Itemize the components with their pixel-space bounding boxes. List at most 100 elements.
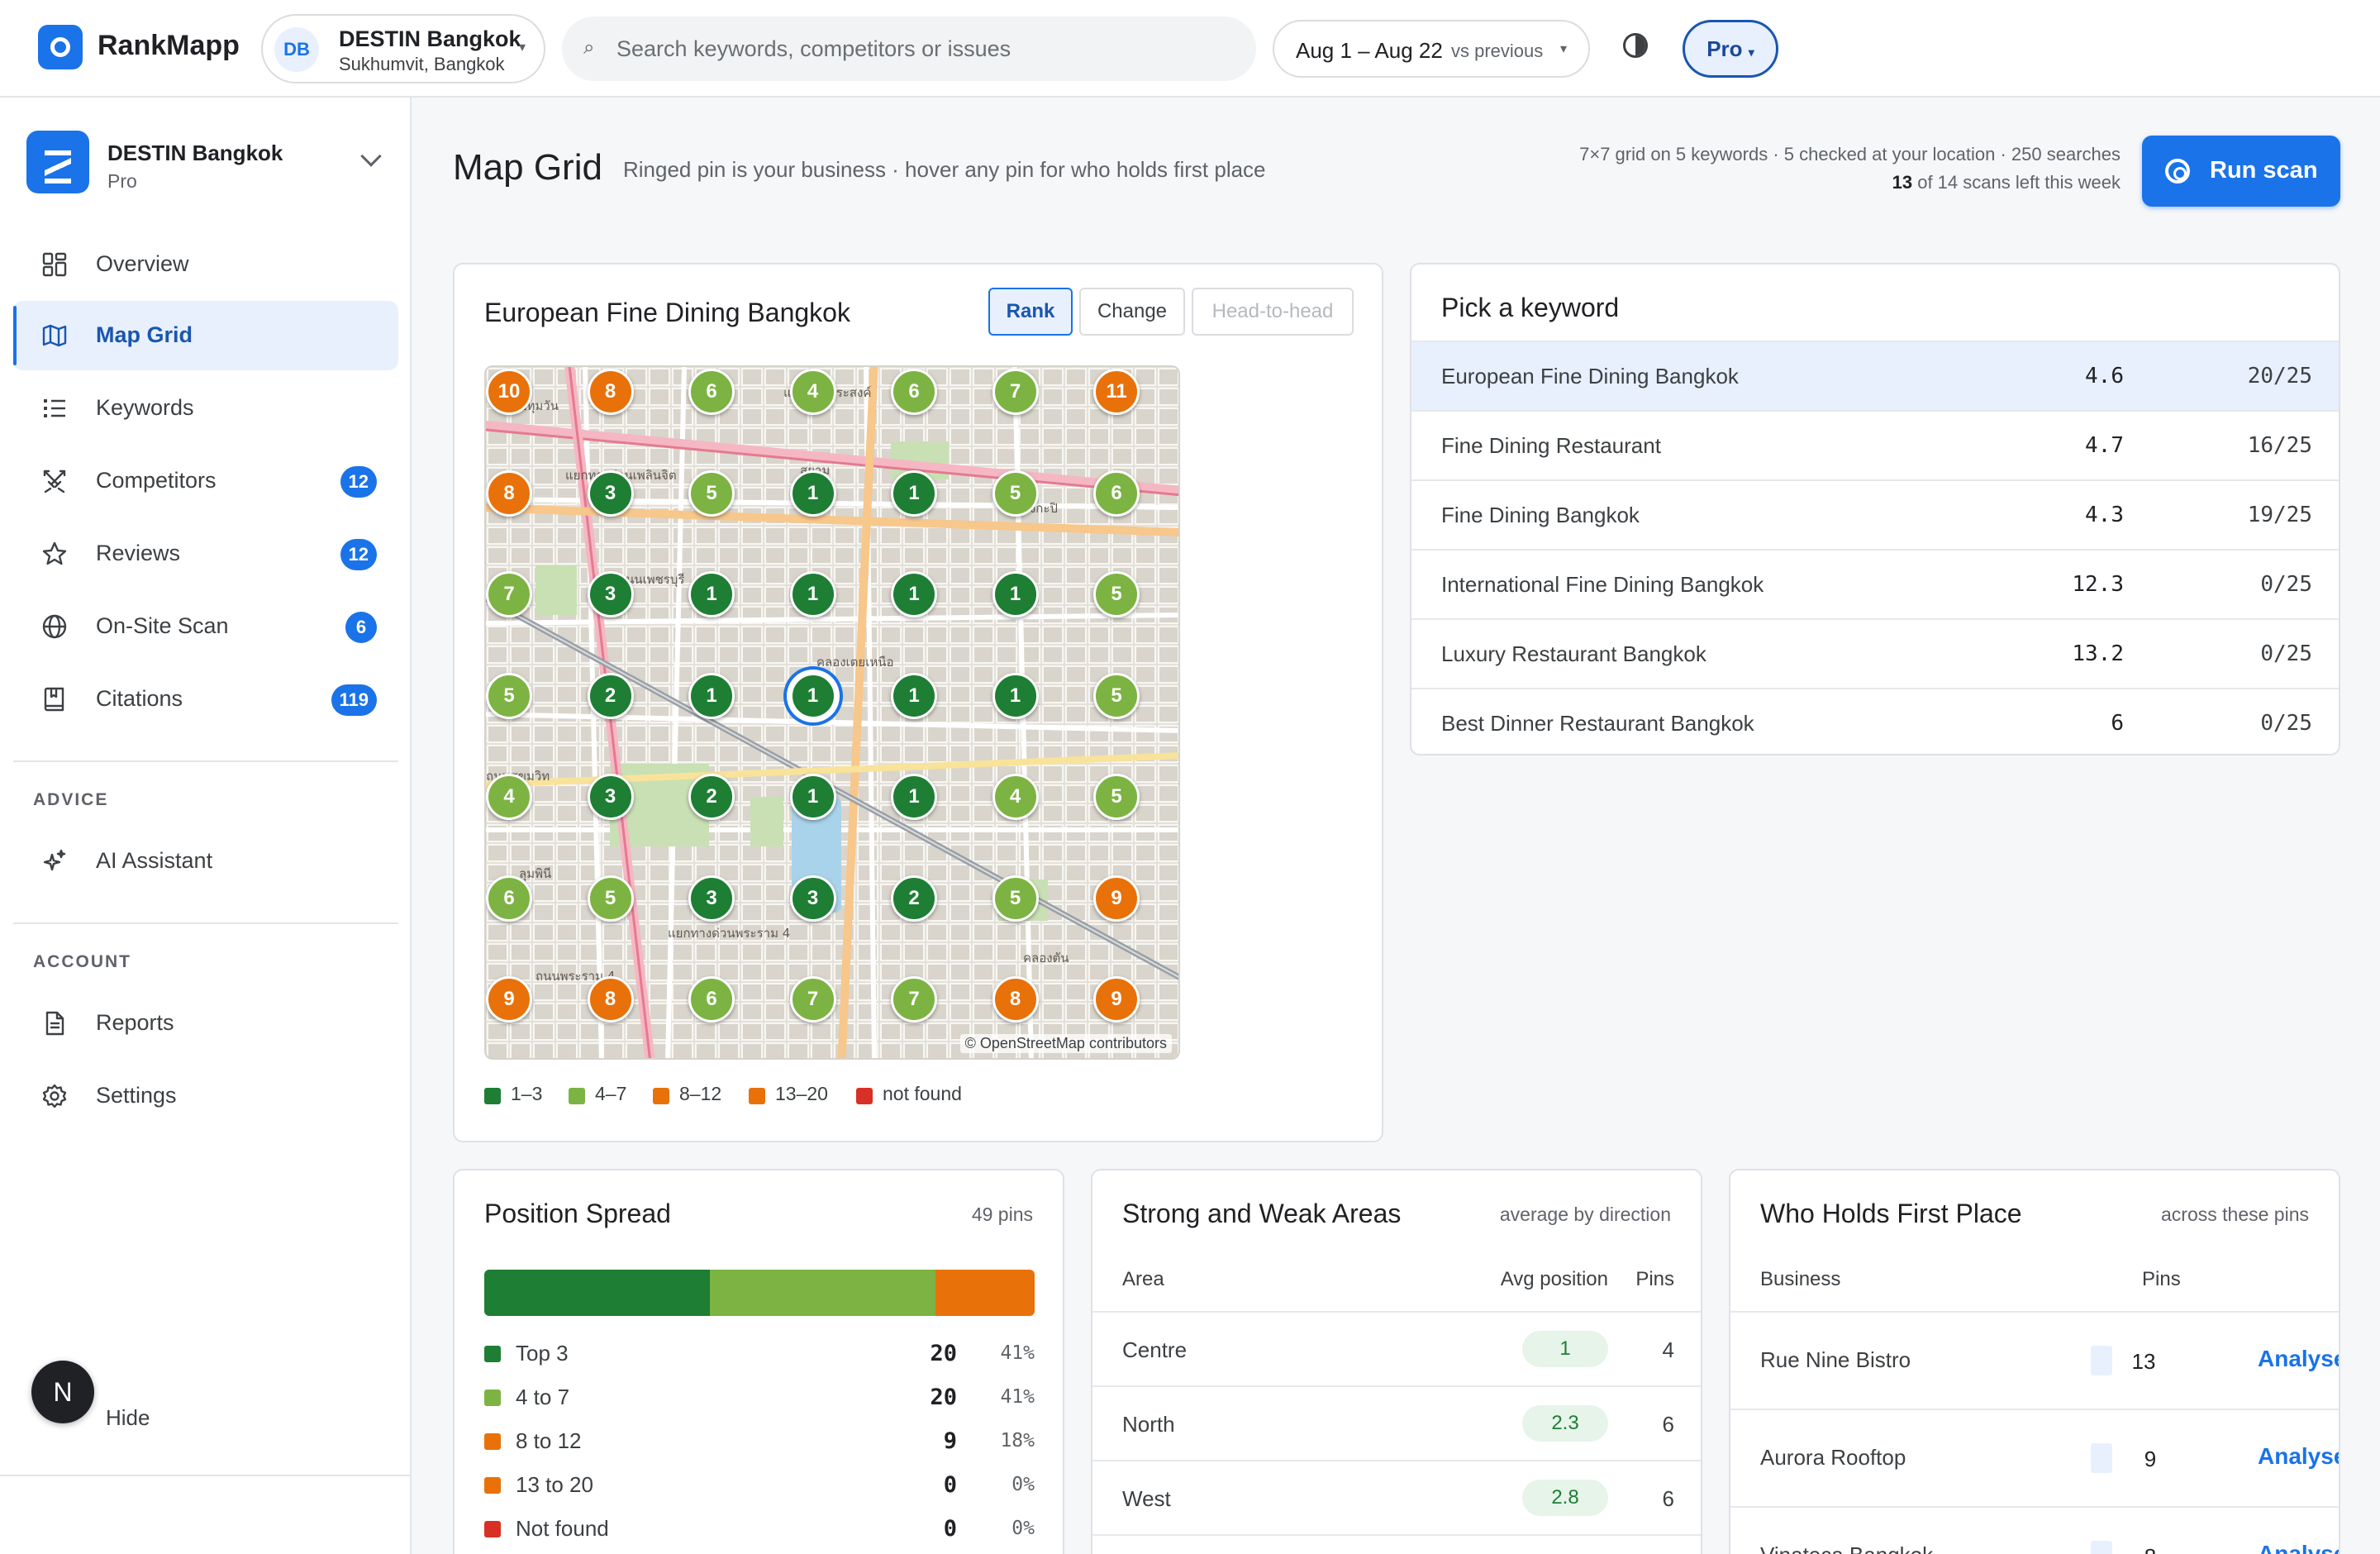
date-range-picker[interactable]: Aug 1 – Aug 22 vs previous ▾: [1273, 20, 1590, 78]
assistant-avatar-button[interactable]: N: [31, 1361, 94, 1423]
rank-pin[interactable]: 2: [587, 672, 634, 719]
mode-head-to-head-button[interactable]: Head-to-head: [1192, 288, 1354, 336]
rank-pin[interactable]: 8: [587, 976, 634, 1022]
rank-pin[interactable]: 7: [486, 571, 532, 617]
area-name: North: [1122, 1412, 1175, 1437]
legend-label: 1–3: [511, 1083, 543, 1104]
rank-pin[interactable]: 2: [891, 875, 937, 922]
rank-pin[interactable]: 5: [587, 875, 634, 922]
rank-pin[interactable]: 7: [992, 369, 1039, 415]
business-switcher[interactable]: DB DESTIN Bangkok Sukhumvit, Bangkok ▾: [261, 14, 545, 83]
rank-pin[interactable]: 1: [789, 571, 836, 617]
rank-pin[interactable]: 3: [789, 875, 836, 922]
rank-pin[interactable]: 1: [891, 571, 937, 617]
sidebar-item-reports[interactable]: Reports: [13, 989, 398, 1058]
keyword-row[interactable]: Fine Dining Restaurant 4.7 16/25: [1411, 410, 2339, 479]
app-logo-icon[interactable]: [38, 25, 83, 69]
rank-pin[interactable]: 9: [1093, 875, 1140, 922]
star-icon: [42, 541, 67, 565]
rank-pin[interactable]: 1: [688, 571, 735, 617]
rank-pin[interactable]: 6: [688, 369, 735, 415]
keyword-row[interactable]: International Fine Dining Bangkok 12.3 0…: [1411, 549, 2339, 618]
sidebar-business-card[interactable]: DESTIN Bangkok Pro: [25, 131, 388, 198]
rank-pin[interactable]: 5: [992, 875, 1039, 922]
rank-pin[interactable]: 11: [1093, 369, 1140, 415]
keyword-row[interactable]: Best Dinner Restaurant Bangkok 6 0/25: [1411, 688, 2339, 754]
rank-pin[interactable]: 3: [587, 470, 634, 517]
rank-pin[interactable]: 5: [1093, 571, 1140, 617]
mode-change-button[interactable]: Change: [1079, 288, 1185, 336]
search-bar[interactable]: ⌕: [562, 17, 1256, 81]
spread-count: 0: [943, 1472, 957, 1498]
rank-pin[interactable]: 3: [587, 571, 634, 617]
rank-pin[interactable]: 9: [1093, 976, 1140, 1022]
rank-pin[interactable]: 3: [688, 875, 735, 922]
analyse-link[interactable]: Analyse: [2258, 1346, 2340, 1371]
business-location: Sukhumvit, Bangkok: [339, 54, 505, 74]
rank-pin[interactable]: 1: [992, 571, 1039, 617]
your-business-pin[interactable]: 1: [789, 672, 836, 719]
rank-pin[interactable]: 8: [587, 369, 634, 415]
table-row: West 2.8 6: [1092, 1460, 1701, 1534]
rank-pin[interactable]: 4: [992, 774, 1039, 820]
rank-pin[interactable]: 5: [486, 672, 532, 719]
rank-pin[interactable]: 1: [891, 470, 937, 517]
rank-pin[interactable]: 2: [688, 774, 735, 820]
rank-pin[interactable]: 1: [891, 774, 937, 820]
sidebar-item-map-grid[interactable]: Map Grid: [13, 301, 398, 370]
theme-toggle-icon[interactable]: [1623, 33, 1648, 58]
rank-pin[interactable]: 6: [891, 369, 937, 415]
rank-pin[interactable]: 7: [891, 976, 937, 1022]
keyword-row[interactable]: Fine Dining Bangkok 4.3 19/25: [1411, 479, 2339, 549]
sidebar-item-label: Settings: [96, 1083, 177, 1108]
sidebar-item-competitors[interactable]: Competitors 12: [13, 446, 398, 516]
sidebar-item-label: AI Assistant: [96, 848, 213, 873]
mode-rank-button[interactable]: Rank: [988, 288, 1073, 336]
rank-pin[interactable]: 1: [891, 672, 937, 719]
run-scan-button[interactable]: Run scan: [2142, 136, 2340, 207]
analyse-link[interactable]: Analyse: [2258, 1541, 2340, 1554]
sidebar-item-keywords[interactable]: Keywords: [13, 374, 398, 443]
analyse-link[interactable]: Analyse: [2258, 1443, 2340, 1469]
rank-pin[interactable]: 6: [688, 976, 735, 1022]
keyword-row[interactable]: Luxury Restaurant Bangkok 13.2 0/25: [1411, 618, 2339, 688]
rank-pin[interactable]: 4: [486, 774, 532, 820]
rank-pin[interactable]: 6: [1093, 470, 1140, 517]
table-row: North 2.3 6: [1092, 1385, 1701, 1460]
plan-badge[interactable]: Pro ▾: [1683, 20, 1778, 78]
business-logo-icon: [26, 131, 89, 193]
sidebar-item-citations[interactable]: Citations 119: [13, 665, 398, 734]
rank-pin[interactable]: 4: [789, 369, 836, 415]
sidebar-item-overview[interactable]: Overview: [13, 230, 398, 299]
rank-pin[interactable]: 8: [486, 470, 532, 517]
rank-pin[interactable]: 9: [486, 976, 532, 1022]
scan-summary: 7×7 grid on 5 keywords · 5 checked at yo…: [1579, 144, 2121, 164]
hide-sidebar-button[interactable]: Hide: [106, 1405, 150, 1430]
rank-pin[interactable]: 7: [789, 976, 836, 1022]
spread-swatch: [484, 1390, 501, 1406]
search-input[interactable]: [616, 28, 1228, 69]
rank-pin[interactable]: 8: [992, 976, 1039, 1022]
rank-pin[interactable]: 5: [1093, 672, 1140, 719]
rank-pin[interactable]: 5: [688, 470, 735, 517]
sidebar-item-settings[interactable]: Settings: [13, 1061, 398, 1131]
rank-pin[interactable]: 1: [789, 774, 836, 820]
sidebar-item-reviews[interactable]: Reviews 12: [13, 519, 398, 589]
date-range-label: Aug 1 – Aug 22: [1296, 38, 1443, 63]
rank-pin[interactable]: 10: [486, 369, 532, 415]
rank-map[interactable]: ปทุมวัน แยกราชประสงค์ สยาม แยกทางด่วนเพล…: [484, 365, 1180, 1060]
sidebar-item-on-site-scan[interactable]: On-Site Scan 6: [13, 592, 398, 661]
rank-pin[interactable]: 5: [992, 470, 1039, 517]
rank-pin[interactable]: 3: [587, 774, 634, 820]
keyword-row[interactable]: European Fine Dining Bangkok 4.6 20/25: [1411, 341, 2339, 410]
rank-pin[interactable]: 1: [992, 672, 1039, 719]
spread-bar-segment: [710, 1270, 936, 1316]
legend-swatch: [653, 1088, 669, 1104]
sidebar-item-ai-assistant[interactable]: AI Assistant: [13, 827, 398, 896]
rank-pin[interactable]: 1: [688, 672, 735, 719]
rank-pin[interactable]: 1: [789, 470, 836, 517]
rank-pin[interactable]: 6: [486, 875, 532, 922]
plan-badge-label: Pro: [1706, 36, 1743, 61]
rank-pin[interactable]: 5: [1093, 774, 1140, 820]
spread-percent: 18%: [1000, 1430, 1035, 1452]
